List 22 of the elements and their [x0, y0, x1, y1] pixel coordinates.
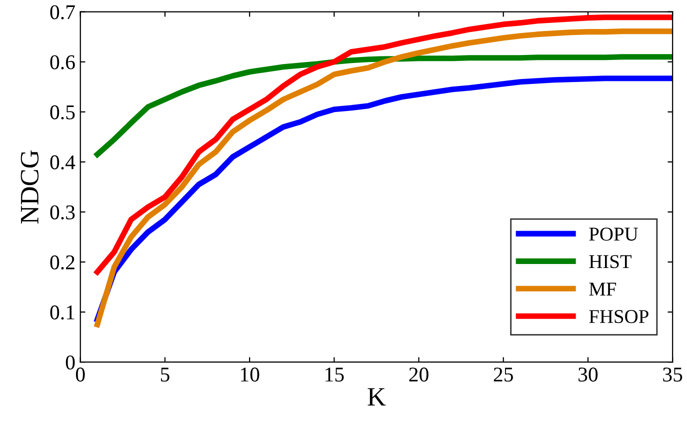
legend-label: POPU	[589, 228, 638, 241]
x-tick-label: 5	[160, 368, 170, 382]
y-tick-label: 0.7	[50, 5, 75, 20]
y-tick-label: 0.3	[50, 205, 75, 220]
y-tick-label: 0	[66, 355, 75, 370]
x-tick-label: 20	[409, 368, 428, 382]
y-tick-label: 0.5	[50, 105, 75, 120]
y-tick-label: 0.1	[50, 305, 74, 320]
x-tick-label: 15	[326, 368, 344, 382]
legend-label: FHSOP	[589, 310, 648, 324]
y-tick-label: 0.6	[50, 55, 75, 70]
x-tick-label: 0	[76, 368, 85, 382]
x-tick-label: 35	[663, 368, 682, 382]
legend-label: HIST	[589, 255, 632, 268]
x-tick-label: 30	[578, 368, 598, 382]
x-tick-label: 10	[240, 368, 260, 382]
y-tick-label: 0.4	[50, 155, 76, 170]
y-tick-label: 0.2	[50, 255, 74, 270]
x-axis-title: K	[368, 388, 386, 406]
legend-label: MF	[589, 282, 616, 296]
x-tick-label: 25	[494, 368, 513, 382]
y-axis-title: NDCG	[20, 150, 39, 224]
